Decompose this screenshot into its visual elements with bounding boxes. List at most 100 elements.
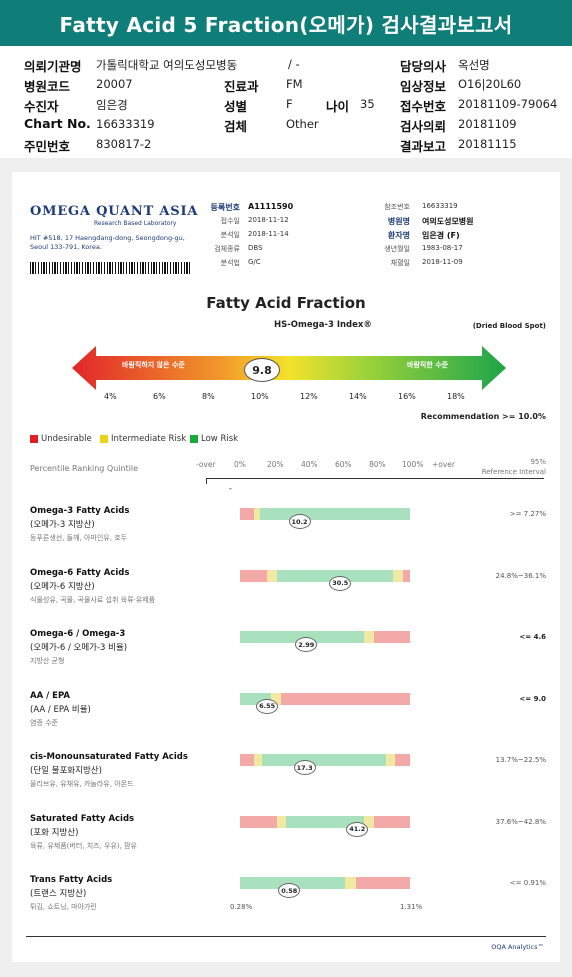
bar-segment bbox=[355, 877, 410, 889]
meta-value: G/C bbox=[248, 258, 261, 266]
meta-label: 참조번호 bbox=[384, 203, 410, 211]
value-marker: 10.2 bbox=[288, 514, 311, 529]
percentile-bar bbox=[240, 877, 410, 889]
scale-tick: 8% bbox=[202, 392, 215, 401]
scale-tick: 18% bbox=[447, 392, 465, 401]
scale-tick: 14% bbox=[349, 392, 367, 401]
legend-label: Undesirable bbox=[41, 434, 92, 444]
meta-label: 채혈일 bbox=[390, 259, 410, 267]
dbs-note: (Dried Blood Spot) bbox=[472, 322, 546, 330]
meta-value: 여의도성모병원 bbox=[422, 217, 474, 226]
legend-label: Intermediate Risk bbox=[111, 434, 187, 444]
bar-segment bbox=[240, 754, 254, 766]
value-marker: 30.5 bbox=[329, 575, 352, 591]
value-marker: 17.3 bbox=[293, 760, 316, 775]
chart-label: Chart No. bbox=[24, 116, 91, 131]
bar-segment bbox=[270, 692, 281, 705]
tick-label: +over bbox=[432, 460, 456, 469]
omega-index-marker: 9.8 bbox=[244, 358, 280, 382]
tick-label: 0% bbox=[234, 460, 246, 469]
footer-rule bbox=[26, 936, 546, 937]
report-value: 20181115 bbox=[458, 137, 517, 151]
request-label: 검사의뢰 bbox=[400, 119, 447, 134]
bar-segment bbox=[240, 508, 254, 520]
row-title: cis-Monounsaturated Fatty Acids bbox=[30, 752, 188, 762]
meta-value: 2018-11-14 bbox=[248, 230, 289, 238]
legend-swatch bbox=[190, 435, 198, 443]
meta-label: 분석일 bbox=[220, 231, 240, 239]
header-rule bbox=[206, 478, 544, 479]
barcode bbox=[30, 262, 190, 274]
report-document: OMEGA QUANT ASIA Research Based Laborato… bbox=[12, 172, 560, 962]
bar-segment bbox=[386, 754, 395, 766]
percentile-bar bbox=[240, 815, 410, 828]
row-subtitle: (AA / EPA 비율) bbox=[30, 704, 91, 715]
percentile-bar bbox=[240, 508, 410, 520]
age-label: 나이 bbox=[326, 99, 350, 114]
chart-value: 16633319 bbox=[96, 117, 155, 131]
patient-value: 임은경 bbox=[96, 98, 128, 112]
chart-title: Fatty Acid Fraction bbox=[206, 294, 366, 312]
value-marker: 41.2 bbox=[346, 821, 369, 837]
value-marker: 6.55 bbox=[256, 698, 279, 714]
omega-index-arrow bbox=[72, 346, 506, 390]
hospital-label: 의뢰기관명 bbox=[24, 59, 82, 74]
bar-segment bbox=[240, 569, 268, 582]
legend-swatch bbox=[100, 435, 108, 443]
tick-label: 80% bbox=[369, 460, 386, 469]
doctor-value: 옥선명 bbox=[458, 58, 490, 72]
row-description: 등푸른생선, 들깨, 아마인유, 호두 bbox=[30, 534, 128, 542]
meta-value: 2018-11-12 bbox=[248, 216, 289, 224]
bar-segment bbox=[285, 815, 365, 828]
tick-label: -over bbox=[196, 460, 216, 469]
scale-tick: 6% bbox=[153, 392, 166, 401]
receipt-value: 20181109-79064 bbox=[458, 97, 558, 111]
meta-label: 병원명 bbox=[387, 217, 410, 226]
lab-address: HIT #518, 17 Haengdang-dong, Seongdong-g… bbox=[30, 234, 185, 251]
dept-value: FM bbox=[286, 77, 303, 91]
meta-value: DBS bbox=[248, 244, 263, 252]
row-description: 지방산 균형 bbox=[30, 657, 65, 665]
meta-value: A1111590 bbox=[248, 202, 294, 211]
arrow-right-label: 바람직한 수준 bbox=[407, 361, 449, 369]
reference-interval: <= 9.0 bbox=[519, 694, 546, 703]
meta-value: 2018-11-09 bbox=[422, 258, 463, 266]
sex-value: F bbox=[286, 97, 293, 111]
scale-tick: 12% bbox=[300, 392, 318, 401]
scale-tick: 4% bbox=[104, 392, 117, 401]
bar-segment bbox=[364, 631, 375, 643]
row-title: AA / EPA bbox=[30, 690, 71, 701]
footer-brand: OQA Analytics™ bbox=[491, 943, 544, 951]
dept-label: 진료과 bbox=[224, 79, 259, 94]
id-label: 주민번호 bbox=[24, 139, 71, 154]
bar-segment bbox=[267, 569, 278, 582]
doctor-label: 담당의사 bbox=[400, 59, 447, 74]
bar-segment bbox=[394, 754, 410, 766]
legend-swatch bbox=[30, 435, 38, 443]
percentile-bar bbox=[240, 631, 410, 643]
meta-label: 환자명 bbox=[387, 231, 410, 240]
row-title: Trans Fatty Acids bbox=[30, 875, 113, 885]
row-subtitle: (오메가-6 지방산) bbox=[30, 581, 95, 592]
bar-segment bbox=[277, 815, 286, 828]
tick-label: 60% bbox=[335, 460, 352, 469]
row-description: 올리브유, 유채유, 카놀라유, 아몬드 bbox=[30, 780, 134, 788]
reference-interval: >= 7.27% bbox=[509, 510, 546, 518]
reference-interval: 13.7%~22.5% bbox=[495, 756, 546, 764]
meta-label: 검체종류 bbox=[214, 245, 240, 253]
tick-label: 20% bbox=[267, 460, 284, 469]
row-title: Saturated Fatty Acids bbox=[30, 813, 135, 824]
meta-value: 1983-08-17 bbox=[422, 244, 463, 252]
tick-label: 100% bbox=[402, 460, 424, 469]
row-subtitle: (오메가-6 / 오메가-3 비율) bbox=[30, 643, 128, 653]
value-marker: 0.58 bbox=[278, 883, 301, 898]
code-value: 20007 bbox=[96, 77, 133, 91]
row-title: Omega-6 Fatty Acids bbox=[30, 567, 130, 578]
bar-segment bbox=[280, 692, 410, 705]
reference-interval: 24.8%~36.1% bbox=[495, 571, 546, 580]
col-header: Percentile Ranking Quintile bbox=[30, 464, 139, 473]
row-subtitle: (트랜스 지방산) bbox=[30, 889, 87, 899]
bar-segment bbox=[253, 508, 261, 520]
meta-label: 생년월일 bbox=[384, 245, 410, 253]
recommendation: Recommendation >= 10.0% bbox=[420, 412, 546, 421]
